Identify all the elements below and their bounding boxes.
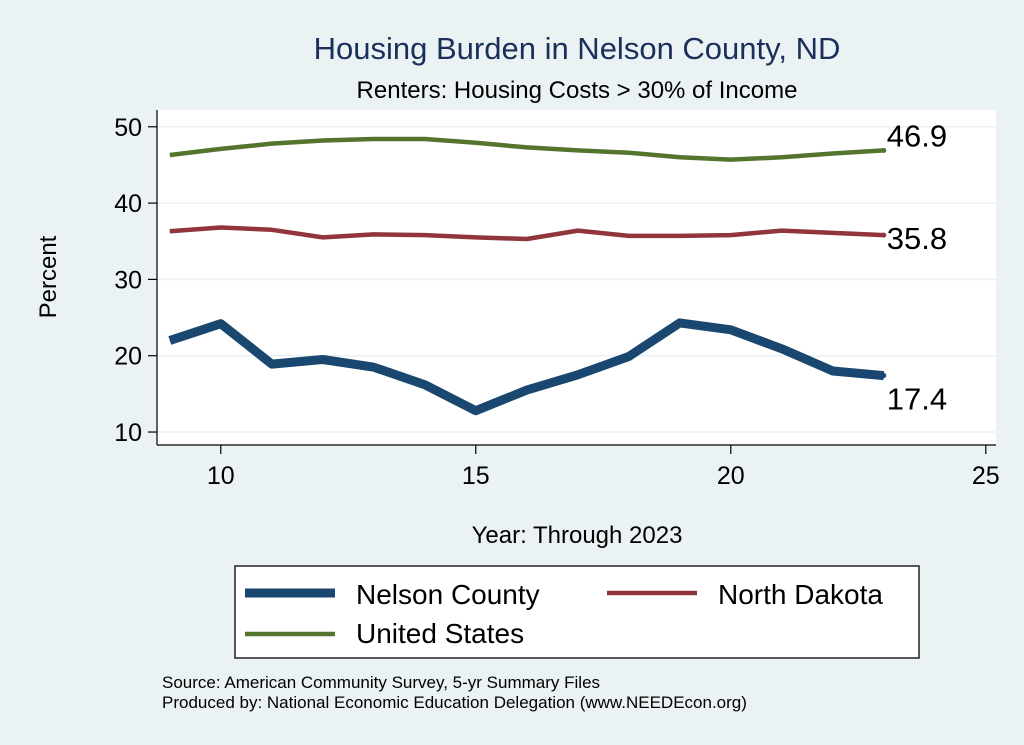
legend-label-north-dakota: North Dakota xyxy=(718,579,883,610)
chart-subtitle: Renters: Housing Costs > 30% of Income xyxy=(357,77,798,104)
y-tick-label: 10 xyxy=(114,419,142,447)
y-axis-label: Percent xyxy=(35,235,62,318)
legend-label-nelson-county: Nelson County xyxy=(356,579,540,610)
y-tick-label: 20 xyxy=(114,343,142,371)
end-label-nelson-county: 17.4 xyxy=(887,382,947,417)
x-tick-label: 25 xyxy=(972,462,1000,490)
series-line-united-states xyxy=(169,136,884,162)
plot-area xyxy=(157,110,996,445)
end-label-north-dakota: 35.8 xyxy=(887,221,947,256)
legend: Nelson County North Dakota United States xyxy=(234,565,920,659)
x-axis-label: Year: Through 2023 xyxy=(472,522,683,549)
series-end-point-united-states xyxy=(881,147,887,153)
axes: 10 20 30 40 50 10 15 20 25 xyxy=(114,110,1000,490)
x-tick-label: 15 xyxy=(462,462,490,490)
series-end-point-nelson-county xyxy=(881,373,887,379)
source-note: Source: American Community Survey, 5-yr … xyxy=(162,673,600,692)
end-label-united-states: 46.9 xyxy=(887,118,947,153)
series-lines xyxy=(168,136,887,416)
end-labels: 17.4 35.8 46.9 xyxy=(887,118,947,416)
series-line-nelson-county xyxy=(168,318,885,416)
y-tick-label: 50 xyxy=(114,114,142,142)
series-line-north-dakota xyxy=(169,225,884,242)
x-tick-label: 10 xyxy=(207,462,235,490)
legend-box xyxy=(234,565,920,659)
y-tick-label: 30 xyxy=(114,266,142,294)
x-tick-label: 20 xyxy=(717,462,745,490)
legend-label-united-states: United States xyxy=(356,618,524,649)
series-end-point-north-dakota xyxy=(881,232,887,238)
producer-note: Produced by: National Economic Education… xyxy=(162,693,747,712)
chart-title: Housing Burden in Nelson County, ND xyxy=(314,31,841,66)
grid-lines xyxy=(157,126,996,433)
y-tick-label: 40 xyxy=(114,190,142,218)
